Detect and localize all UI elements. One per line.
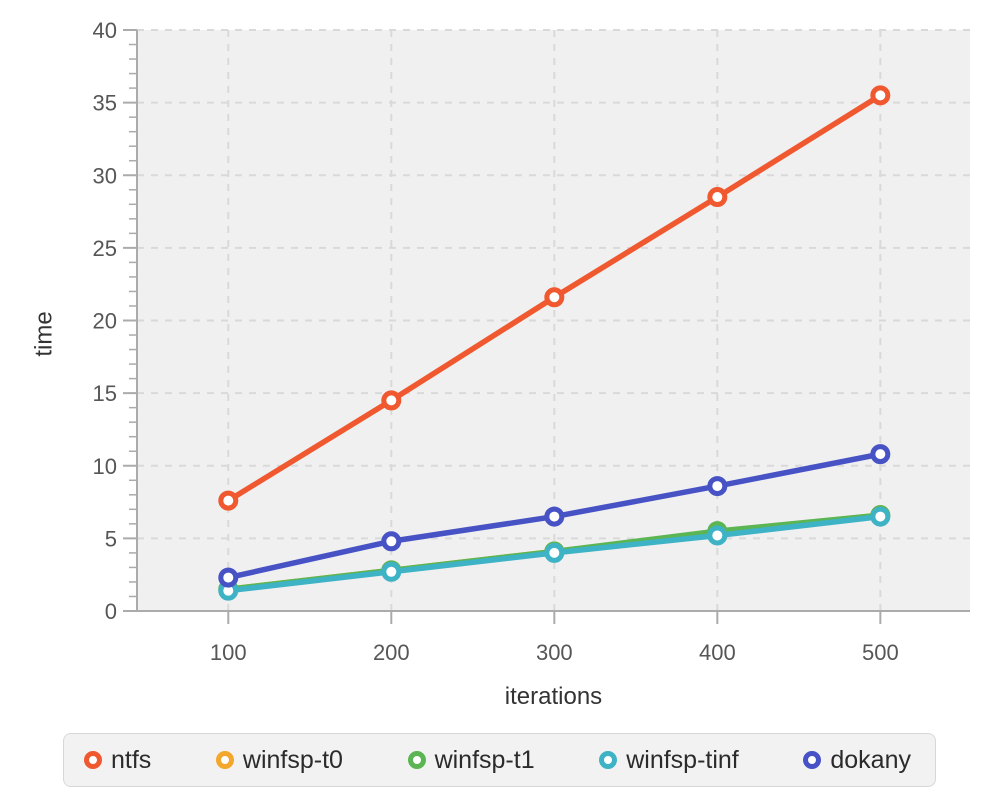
- marker-dokany-100: [218, 567, 239, 588]
- legend: ntfs winfsp-t0 winfsp-t1 winfsp-tinf dokany: [63, 733, 936, 787]
- marker-winfsp-tinf-200: [381, 561, 402, 582]
- y-axis-title: time: [30, 311, 58, 357]
- y-tick-label-20: 20: [93, 309, 117, 334]
- marker-dokany-500: [870, 444, 891, 465]
- y-tick-label-10: 10: [93, 454, 117, 479]
- x-tick-label-300: 300: [536, 640, 573, 665]
- legend-label-winfsp-t0: winfsp-t0: [242, 745, 343, 774]
- plot-canvas: 0 5 10 15 20 25 30 35 40 100 200 300 400 500: [93, 18, 970, 665]
- y-tick-label-35: 35: [93, 91, 117, 116]
- x-tick-label-100: 100: [210, 640, 247, 665]
- legend-marker-ntfs: [84, 751, 102, 769]
- marker-winfsp-tinf-400: [707, 525, 728, 546]
- series-dokany: [218, 444, 891, 588]
- legend-label-winfsp-tinf: winfsp-tinf: [626, 745, 739, 774]
- tick-labels: 0 5 10 15 20 25 30 35 40 100 200 300 400 500: [93, 18, 899, 665]
- legend-label-winfsp-t1: winfsp-t1: [434, 745, 535, 774]
- legend-item-ntfs[interactable]: ntfs: [84, 746, 151, 775]
- legend-marker-winfsp-tinf: [599, 751, 618, 769]
- marker-ntfs-500: [870, 85, 891, 106]
- marker-dokany-400: [707, 476, 728, 497]
- ticks: [123, 29, 882, 624]
- legend-marker-winfsp-t1: [407, 751, 426, 769]
- x-tick-label-400: 400: [699, 640, 736, 665]
- legend-marker-dokany: [803, 751, 822, 769]
- legend-marker-winfsp-t0: [215, 751, 234, 769]
- legend-label-dokany: dokany: [830, 745, 911, 774]
- legend-item-winfsp-t0[interactable]: winfsp-t0: [215, 745, 343, 775]
- y-tick-label-15: 15: [93, 381, 117, 406]
- marker-ntfs-100: [218, 490, 239, 511]
- marker-ntfs-200: [381, 390, 402, 411]
- legend-item-winfsp-tinf[interactable]: winfsp-tinf: [599, 746, 739, 775]
- y-tick-label-30: 30: [93, 163, 117, 188]
- series-winfsp-tinf: [218, 506, 891, 601]
- y-tick-label-40: 40: [93, 18, 117, 43]
- y-tick-label-5: 5: [105, 526, 117, 551]
- legend-item-dokany[interactable]: dokany: [803, 746, 911, 775]
- y-tick-label-0: 0: [105, 599, 117, 624]
- legend-item-winfsp-t1[interactable]: winfsp-t1: [407, 745, 535, 775]
- x-tick-label-500: 500: [862, 640, 899, 665]
- marker-ntfs-300: [544, 287, 565, 308]
- marker-winfsp-tinf-500: [870, 506, 891, 527]
- legend-label-ntfs: ntfs: [111, 745, 152, 774]
- marker-dokany-200: [381, 531, 402, 552]
- series-ntfs: [218, 85, 891, 511]
- x-axis-title: iterations: [504, 683, 603, 710]
- marker-winfsp-tinf-300: [544, 542, 565, 563]
- marker-ntfs-400: [707, 187, 728, 208]
- x-tick-label-200: 200: [373, 640, 410, 665]
- marker-dokany-300: [544, 506, 565, 527]
- y-tick-label-25: 25: [93, 236, 117, 261]
